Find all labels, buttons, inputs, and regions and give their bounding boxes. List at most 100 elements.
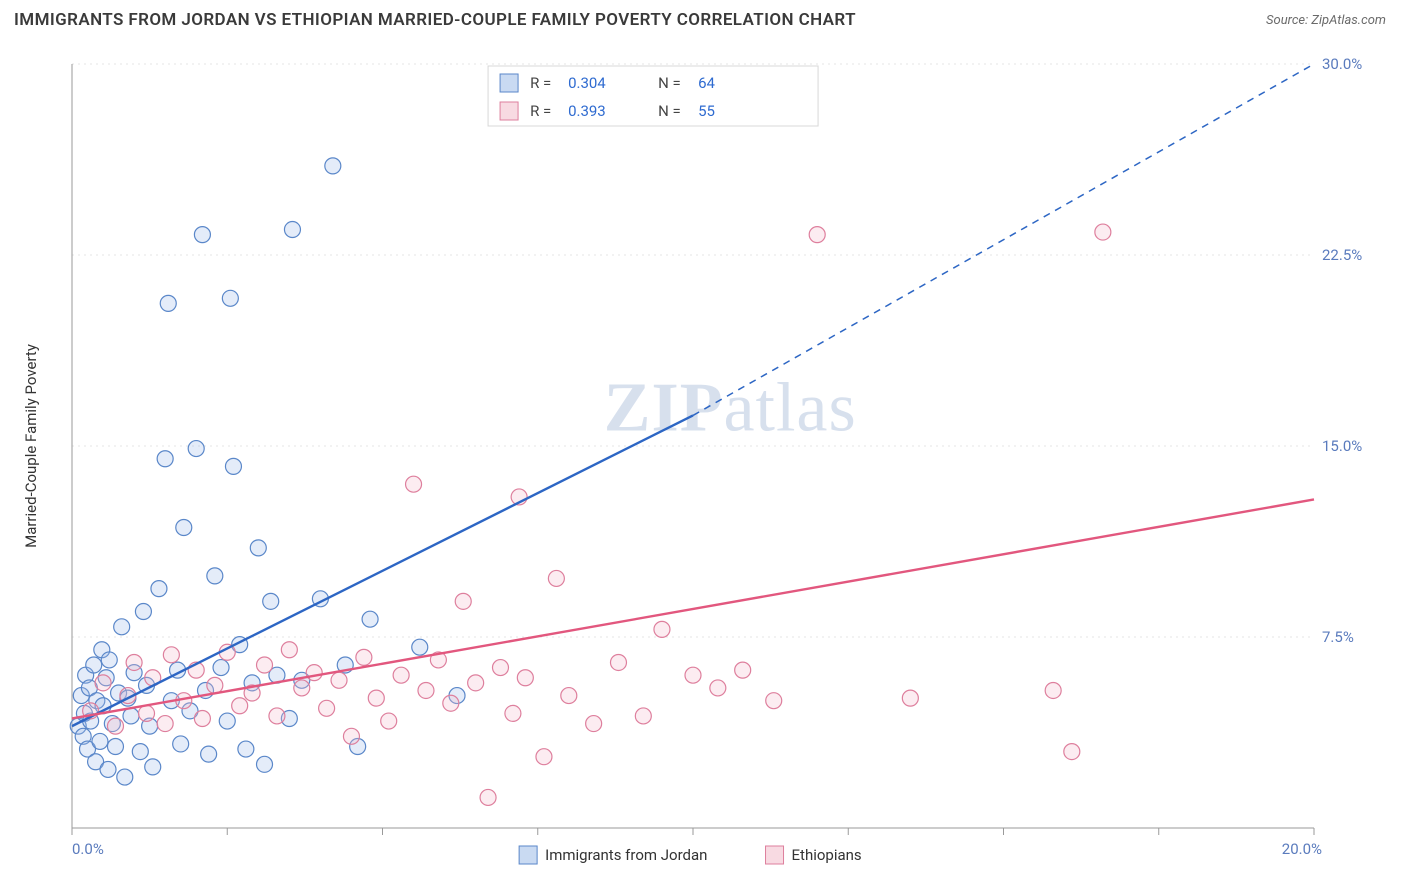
x-tick-label: 0.0%: [72, 840, 104, 858]
n-label: N =: [658, 102, 681, 120]
data-point-ethiopians: [356, 649, 372, 665]
r-value-ethiopians: 0.393: [568, 102, 606, 120]
data-point-jordan: [92, 733, 108, 749]
data-point-ethiopians: [139, 705, 155, 721]
correlation-scatter-chart: ZIPatlas7.5%15.0%22.5%30.0%0.0%20.0%Marr…: [14, 40, 1392, 882]
data-point-ethiopians: [685, 667, 701, 683]
data-point-jordan: [222, 290, 238, 306]
data-point-jordan: [107, 739, 123, 755]
data-point-jordan: [250, 540, 266, 556]
legend-swatch-ethiopians: [500, 102, 518, 120]
bottom-legend-label-ethiopians: Ethiopians: [792, 846, 862, 864]
data-point-ethiopians: [517, 670, 533, 686]
data-point-jordan: [207, 568, 223, 584]
legend-swatch-jordan: [500, 74, 518, 92]
n-value-ethiopians: 55: [698, 102, 715, 120]
data-point-ethiopians: [331, 672, 347, 688]
data-point-ethiopians: [257, 657, 273, 673]
data-point-ethiopians: [1095, 224, 1111, 240]
data-point-ethiopians: [492, 660, 508, 676]
data-point-ethiopians: [1064, 744, 1080, 760]
y-tick-label: 15.0%: [1322, 437, 1362, 455]
data-point-ethiopians: [902, 690, 918, 706]
data-point-ethiopians: [95, 675, 111, 691]
data-point-ethiopians: [207, 677, 223, 693]
data-point-jordan: [135, 604, 151, 620]
data-point-jordan: [100, 761, 116, 777]
data-point-ethiopians: [232, 698, 248, 714]
data-point-jordan: [86, 657, 102, 673]
data-point-jordan: [194, 227, 210, 243]
data-point-ethiopians: [455, 593, 471, 609]
data-point-jordan: [219, 713, 235, 729]
y-tick-label: 7.5%: [1322, 628, 1354, 646]
bottom-swatch-ethiopians: [766, 846, 784, 864]
data-point-ethiopians: [809, 227, 825, 243]
data-point-ethiopians: [1045, 682, 1061, 698]
data-point-jordan: [263, 593, 279, 609]
data-point-ethiopians: [368, 690, 384, 706]
data-point-ethiopians: [107, 718, 123, 734]
data-point-ethiopians: [561, 688, 577, 704]
source-attribution: Source: ZipAtlas.com: [1266, 13, 1386, 28]
data-point-ethiopians: [126, 654, 142, 670]
data-point-ethiopians: [343, 728, 359, 744]
bottom-swatch-jordan: [519, 846, 537, 864]
x-tick-label: 20.0%: [1282, 840, 1322, 858]
data-point-jordan: [201, 746, 217, 762]
n-label: N =: [658, 74, 681, 92]
data-point-jordan: [188, 441, 204, 457]
data-point-ethiopians: [393, 667, 409, 683]
data-point-jordan: [132, 744, 148, 760]
data-point-jordan: [114, 619, 130, 635]
data-point-ethiopians: [281, 642, 297, 658]
data-point-ethiopians: [735, 662, 751, 678]
data-point-jordan: [173, 736, 189, 752]
r-label: R =: [530, 102, 551, 120]
chart-title: IMMIGRANTS FROM JORDAN VS ETHIOPIAN MARR…: [14, 10, 856, 30]
data-point-ethiopians: [536, 749, 552, 765]
data-point-ethiopians: [610, 654, 626, 670]
data-point-ethiopians: [635, 708, 651, 724]
data-point-ethiopians: [157, 716, 173, 732]
data-point-ethiopians: [468, 675, 484, 691]
chart-svg: ZIPatlas7.5%15.0%22.5%30.0%0.0%20.0%Marr…: [14, 40, 1392, 882]
data-point-jordan: [257, 756, 273, 772]
data-point-ethiopians: [306, 665, 322, 681]
data-point-jordan: [412, 639, 428, 655]
data-point-ethiopians: [505, 705, 521, 721]
data-point-jordan: [238, 741, 254, 757]
data-point-jordan: [176, 519, 192, 535]
data-point-ethiopians: [319, 700, 335, 716]
data-point-jordan: [213, 660, 229, 676]
data-point-jordan: [151, 581, 167, 597]
data-point-ethiopians: [654, 621, 670, 637]
data-point-ethiopians: [418, 682, 434, 698]
r-value-jordan: 0.304: [568, 74, 606, 92]
bottom-legend-label-jordan: Immigrants from Jordan: [545, 846, 707, 864]
data-point-ethiopians: [443, 695, 459, 711]
data-point-jordan: [225, 458, 241, 474]
data-point-ethiopians: [406, 476, 422, 492]
data-point-jordan: [101, 652, 117, 668]
data-point-ethiopians: [766, 693, 782, 709]
r-label: R =: [530, 74, 551, 92]
data-point-ethiopians: [194, 710, 210, 726]
data-point-jordan: [160, 295, 176, 311]
data-point-jordan: [284, 222, 300, 238]
data-point-ethiopians: [163, 647, 179, 663]
data-point-jordan: [145, 759, 161, 775]
watermark: ZIPatlas: [604, 370, 857, 447]
data-point-jordan: [117, 769, 133, 785]
data-point-ethiopians: [381, 713, 397, 729]
data-point-jordan: [123, 708, 139, 724]
data-point-jordan: [325, 158, 341, 174]
data-point-ethiopians: [294, 680, 310, 696]
data-point-ethiopians: [480, 789, 496, 805]
data-point-ethiopians: [710, 680, 726, 696]
trendline-ethiopians: [72, 499, 1314, 718]
data-point-jordan: [157, 451, 173, 467]
data-point-ethiopians: [548, 570, 564, 586]
y-tick-label: 22.5%: [1322, 246, 1362, 264]
data-point-ethiopians: [269, 708, 285, 724]
